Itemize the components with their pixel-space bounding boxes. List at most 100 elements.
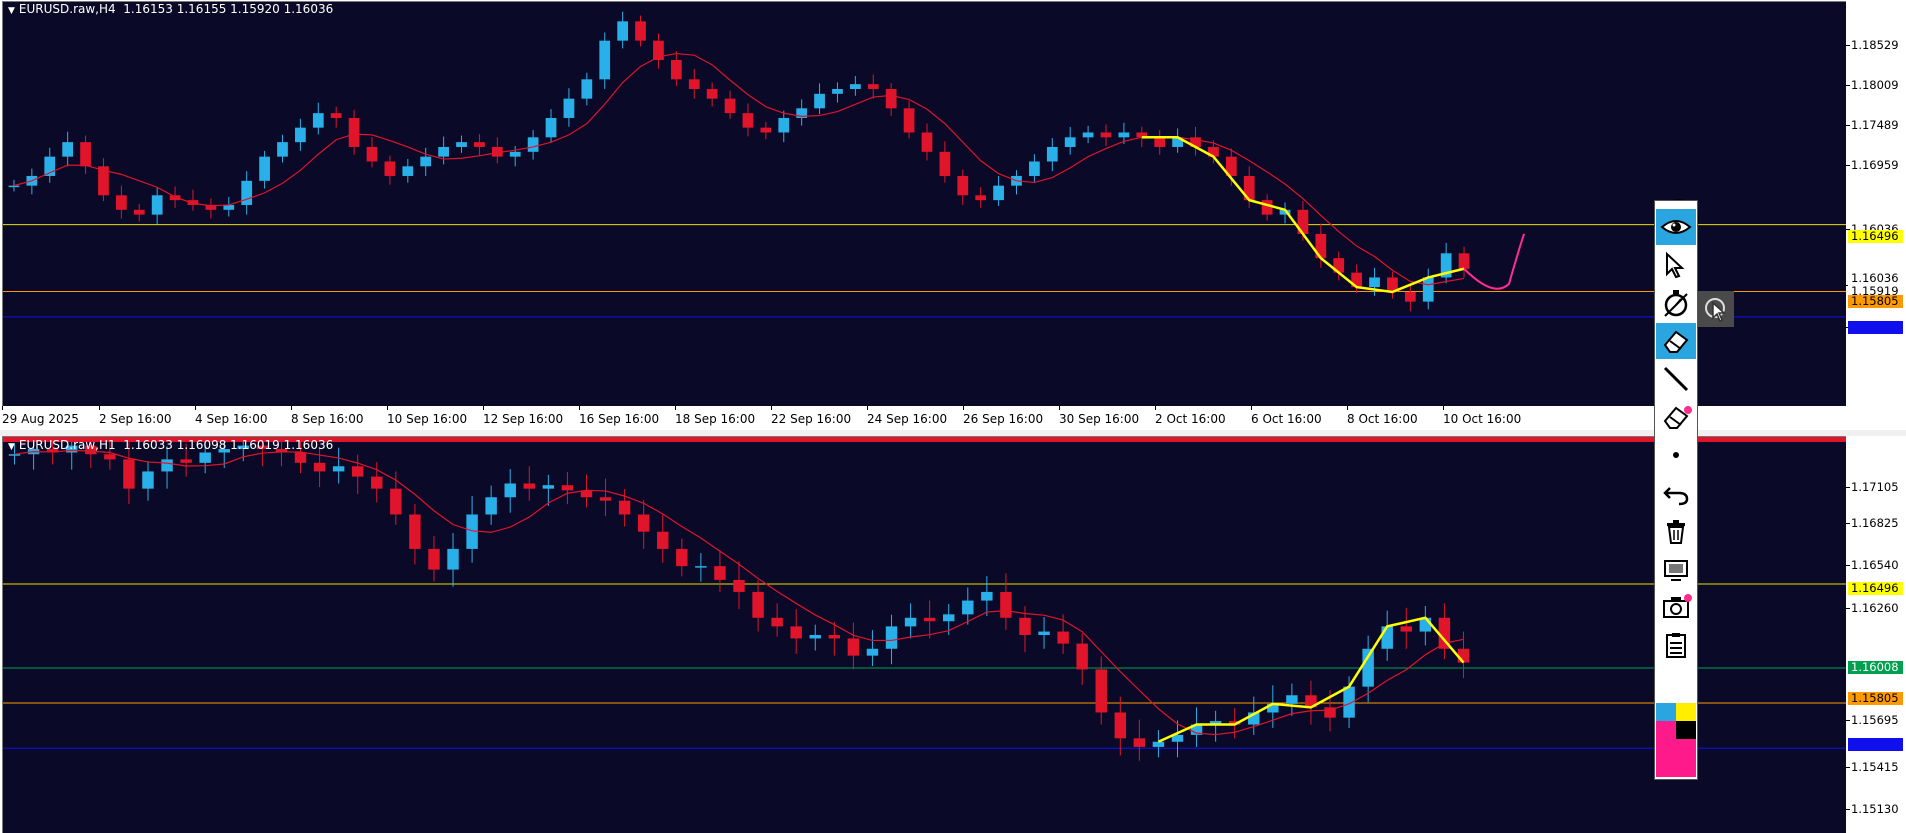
h4-candle: [366, 137, 378, 168]
h1-candle: [466, 495, 478, 563]
y-tick-mark: [1846, 45, 1850, 46]
x-tick-label: 8 Oct 16:00: [1347, 412, 1418, 426]
eraser-alt-icon[interactable]: [1656, 399, 1696, 435]
h4-candle: [635, 15, 646, 47]
h1-candle: [542, 474, 555, 506]
color-swatch-black[interactable]: [1676, 721, 1696, 739]
h4-candle: [563, 88, 575, 127]
h4-chart-pane[interactable]: ▼ EURUSD.raw,H4 1.16153 1.16155 1.15920 1…: [0, 0, 1906, 430]
camera-icon[interactable]: [1656, 589, 1696, 625]
h1-candle: [657, 514, 669, 563]
h4-candle: [1315, 223, 1327, 268]
h1-candle: [142, 461, 154, 501]
h1-candle: [104, 439, 116, 470]
h4-candle: [44, 147, 56, 183]
h4-candle: [330, 106, 342, 128]
h4-candle: [1208, 140, 1219, 164]
h1-candle: [1133, 719, 1146, 761]
h1-candle: [1381, 610, 1393, 661]
h1-candle: [599, 478, 612, 517]
h4-candle: [742, 103, 754, 137]
h4-candle: [295, 118, 306, 151]
h1-candle: [561, 472, 574, 505]
y-tick-label: 1.15130: [1851, 802, 1899, 816]
h4-candle: [885, 83, 897, 117]
x-tick-mark: [579, 406, 580, 410]
cursor-hover-icon[interactable]: [1698, 291, 1734, 327]
trash-icon[interactable]: [1656, 513, 1696, 549]
stopwatch-icon[interactable]: [1656, 285, 1696, 321]
y-tick-label: 1.16540: [1851, 558, 1899, 572]
price-label: 1.16496: [1848, 582, 1903, 595]
line-icon[interactable]: [1656, 361, 1696, 397]
screen-icon[interactable]: [1656, 551, 1696, 587]
h1-candle: [1171, 720, 1184, 758]
h4-candle: [1333, 251, 1345, 281]
dot-icon[interactable]: [1656, 437, 1696, 473]
h4-candle: [1172, 128, 1183, 153]
h4-candle: [1046, 138, 1058, 172]
x-tick-label: 2 Oct 16:00: [1155, 412, 1226, 426]
h4-candle: [796, 99, 808, 126]
y-tick-mark: [1846, 487, 1850, 488]
x-tick-mark: [1251, 406, 1252, 410]
h4-candle: [474, 134, 485, 156]
x-tick-mark: [387, 406, 388, 410]
price-label: 1.15805: [1848, 295, 1903, 308]
h4-plot-area[interactable]: [2, 1, 1848, 407]
x-tick-label: 6 Oct 16:00: [1251, 412, 1322, 426]
h4-projection-curve: [1463, 233, 1525, 290]
h4-candle: [62, 131, 74, 167]
h4-candle: [921, 123, 933, 161]
x-tick-mark: [195, 406, 196, 410]
h1-candle: [923, 600, 936, 639]
h1-plot-area[interactable]: [2, 436, 1848, 833]
h4-time-axis[interactable]: 29 Aug 2025 2 Sep 16:00 4 Sep 16:00 8 Sep 1…: [2, 406, 1846, 430]
h1-candle: [847, 622, 860, 670]
clipboard-icon[interactable]: [1656, 627, 1696, 663]
h1-candle: [637, 500, 650, 549]
y-tick-label: 1.16260: [1851, 601, 1899, 615]
h4-candle: [438, 136, 449, 165]
collapse-triangle-icon[interactable]: ▼: [8, 6, 15, 16]
price-label: 1.15542: [1848, 738, 1903, 751]
h1-chart-pane[interactable]: ▼ EURUSD.raw,H1 1.16033 1.16098 1.16019 1…: [0, 436, 1906, 833]
h1-candle: [1305, 680, 1317, 725]
h4-candle: [1261, 194, 1273, 221]
color-swatch-blue[interactable]: [1656, 703, 1676, 721]
h4-candle: [491, 137, 503, 164]
y-tick-mark: [1846, 125, 1850, 126]
x-tick-label: 4 Sep 16:00: [195, 412, 268, 426]
eraser-icon[interactable]: [1656, 323, 1696, 359]
undo-icon[interactable]: [1656, 475, 1696, 511]
drawing-toolbar: [1654, 200, 1698, 780]
h1-candle: [809, 624, 821, 651]
h1-candle: [371, 462, 383, 503]
eye-icon[interactable]: [1656, 209, 1696, 245]
h1-candle: [1190, 707, 1203, 747]
h1-price-axis[interactable]: [1846, 436, 1906, 833]
x-tick-mark: [483, 406, 484, 410]
x-tick-label: 16 Sep 16:00: [579, 412, 660, 426]
collapse-triangle-icon[interactable]: ▼: [8, 442, 15, 452]
h4-candle: [1118, 122, 1130, 145]
h4-candle: [456, 135, 467, 153]
h4-candle: [957, 169, 969, 205]
x-tick-label: 2 Sep 16:00: [99, 412, 172, 426]
color-swatch-yellow[interactable]: [1676, 703, 1696, 721]
h4-candle: [312, 102, 324, 135]
h4-chart-title: ▼ EURUSD.raw,H4 1.16153 1.16155 1.15920 1…: [8, 2, 333, 16]
h4-candle: [527, 129, 539, 160]
h4-candle: [760, 121, 772, 140]
color-swatch-pink[interactable]: [1656, 721, 1676, 739]
h4-candle: [581, 72, 593, 106]
h4-candle: [241, 171, 253, 215]
y-tick-mark: [1846, 608, 1850, 609]
h4-price-axis[interactable]: [1846, 0, 1906, 430]
cursor-icon[interactable]: [1656, 247, 1696, 283]
color-swatch-current[interactable]: [1656, 739, 1696, 777]
h1-candle: [313, 446, 326, 487]
price-label: 1.16036: [1848, 272, 1903, 285]
pane-separator[interactable]: [0, 430, 1906, 436]
y-tick-label: 1.15695: [1851, 713, 1899, 727]
